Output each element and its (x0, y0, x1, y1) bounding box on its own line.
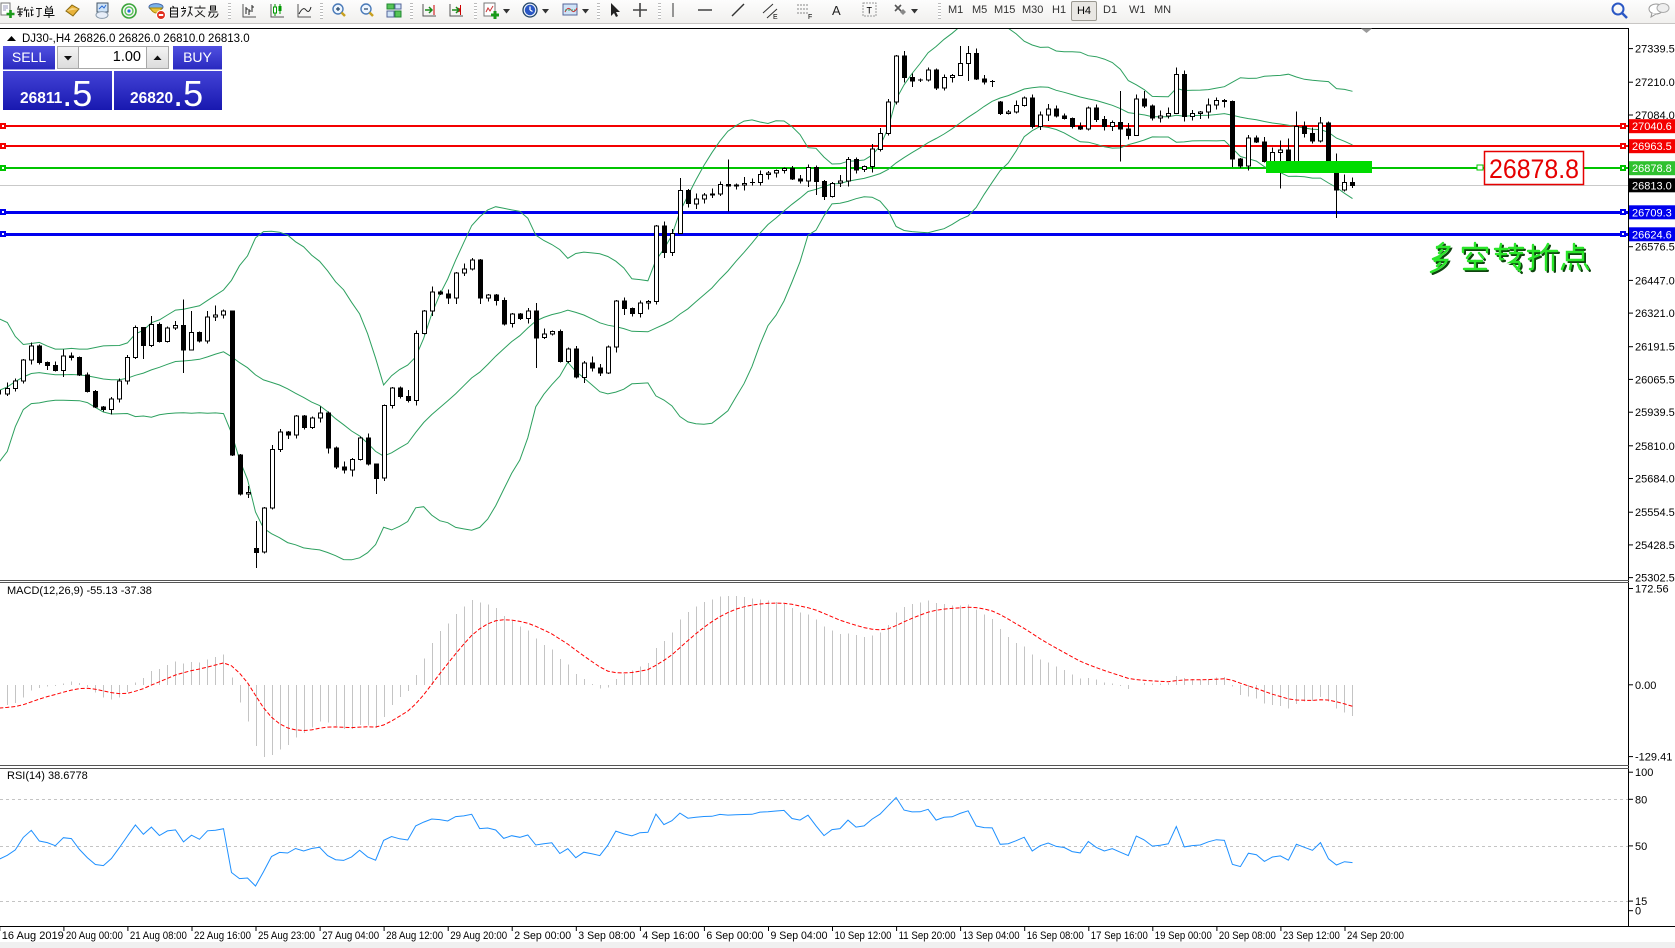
svg-text:172.56: 172.56 (1635, 584, 1669, 596)
svg-text:22 Aug 16:00: 22 Aug 16:00 (194, 930, 251, 942)
svg-text:25302.5: 25302.5 (1635, 573, 1675, 585)
svg-text:9 Sep 04:00: 9 Sep 04:00 (771, 930, 828, 942)
svg-text:10 Sep 12:00: 10 Sep 12:00 (835, 930, 892, 942)
svg-text:0.00: 0.00 (1635, 680, 1656, 692)
svg-text:DJ30-,H4 26826.0 26826.0 2681: DJ30-,H4 26826.0 26826.0 26810.0 26813.0 (22, 33, 250, 45)
svg-text:F: F (808, 14, 812, 21)
svg-text:MACD(12,26,9) -55.13 -37.38: MACD(12,26,9) -55.13 -37.38 (7, 585, 152, 597)
svg-text:26321.0: 26321.0 (1635, 308, 1675, 320)
svg-text:25 Aug 23:00: 25 Aug 23:00 (258, 930, 315, 942)
svg-text:21 Aug 08:00: 21 Aug 08:00 (130, 930, 187, 942)
svg-text:25939.5: 25939.5 (1635, 407, 1675, 419)
svg-text:26878.8: 26878.8 (1632, 163, 1672, 175)
svg-text:3 Sep 08:00: 3 Sep 08:00 (578, 930, 635, 942)
svg-text:80: 80 (1635, 794, 1647, 806)
svg-text:50: 50 (1635, 841, 1647, 853)
svg-text:23 Sep 12:00: 23 Sep 12:00 (1283, 930, 1340, 942)
svg-text:25428.5: 25428.5 (1635, 540, 1675, 552)
svg-text:26813.0: 26813.0 (1632, 180, 1672, 192)
svg-text:2 Sep 00:00: 2 Sep 00:00 (514, 930, 571, 942)
svg-text:20 Aug 00:00: 20 Aug 00:00 (66, 930, 123, 942)
svg-text:25684.0: 25684.0 (1635, 474, 1675, 486)
svg-text:26191.5: 26191.5 (1635, 342, 1675, 354)
svg-text:26624.6: 26624.6 (1632, 229, 1672, 241)
svg-text:19 Sep 00:00: 19 Sep 00:00 (1155, 930, 1212, 942)
svg-text:25554.5: 25554.5 (1635, 507, 1675, 519)
svg-text:100: 100 (1635, 767, 1653, 779)
svg-text:26878.8: 26878.8 (1489, 154, 1579, 184)
svg-text:0: 0 (1635, 906, 1641, 918)
svg-text:16 Aug 2019: 16 Aug 2019 (2, 930, 64, 942)
svg-text:17 Sep 16:00: 17 Sep 16:00 (1091, 930, 1148, 942)
svg-text:15: 15 (1635, 896, 1647, 908)
svg-text:27339.5: 27339.5 (1635, 44, 1675, 56)
svg-text:27210.0: 27210.0 (1635, 77, 1675, 89)
svg-text:4 Sep 16:00: 4 Sep 16:00 (642, 930, 699, 942)
svg-text:26065.5: 26065.5 (1635, 374, 1675, 386)
svg-text:27084.0: 27084.0 (1635, 110, 1675, 122)
svg-text:24 Sep 20:00: 24 Sep 20:00 (1347, 930, 1404, 942)
svg-text:20 Sep 08:00: 20 Sep 08:00 (1219, 930, 1276, 942)
svg-text:27040.6: 27040.6 (1632, 121, 1672, 133)
svg-text:-129.41: -129.41 (1635, 752, 1672, 764)
svg-text:6 Sep 00:00: 6 Sep 00:00 (706, 930, 763, 942)
svg-text:26447.0: 26447.0 (1635, 275, 1675, 287)
svg-text:E: E (773, 14, 778, 21)
svg-text:29 Aug 20:00: 29 Aug 20:00 (450, 930, 507, 942)
svg-text:26709.3: 26709.3 (1632, 207, 1672, 219)
svg-text:T: T (867, 6, 873, 16)
svg-text:13 Sep 04:00: 13 Sep 04:00 (963, 930, 1020, 942)
svg-text:26963.5: 26963.5 (1632, 141, 1672, 153)
svg-text:16 Sep 08:00: 16 Sep 08:00 (1027, 930, 1084, 942)
svg-text:RSI(14) 38.6778: RSI(14) 38.6778 (7, 770, 88, 782)
svg-text:26576.5: 26576.5 (1635, 242, 1675, 254)
svg-text:11 Sep 20:00: 11 Sep 20:00 (899, 930, 956, 942)
svg-text:27 Aug 04:00: 27 Aug 04:00 (322, 930, 379, 942)
svg-text:25810.0: 25810.0 (1635, 441, 1675, 453)
svg-text:28 Aug 12:00: 28 Aug 12:00 (386, 930, 443, 942)
